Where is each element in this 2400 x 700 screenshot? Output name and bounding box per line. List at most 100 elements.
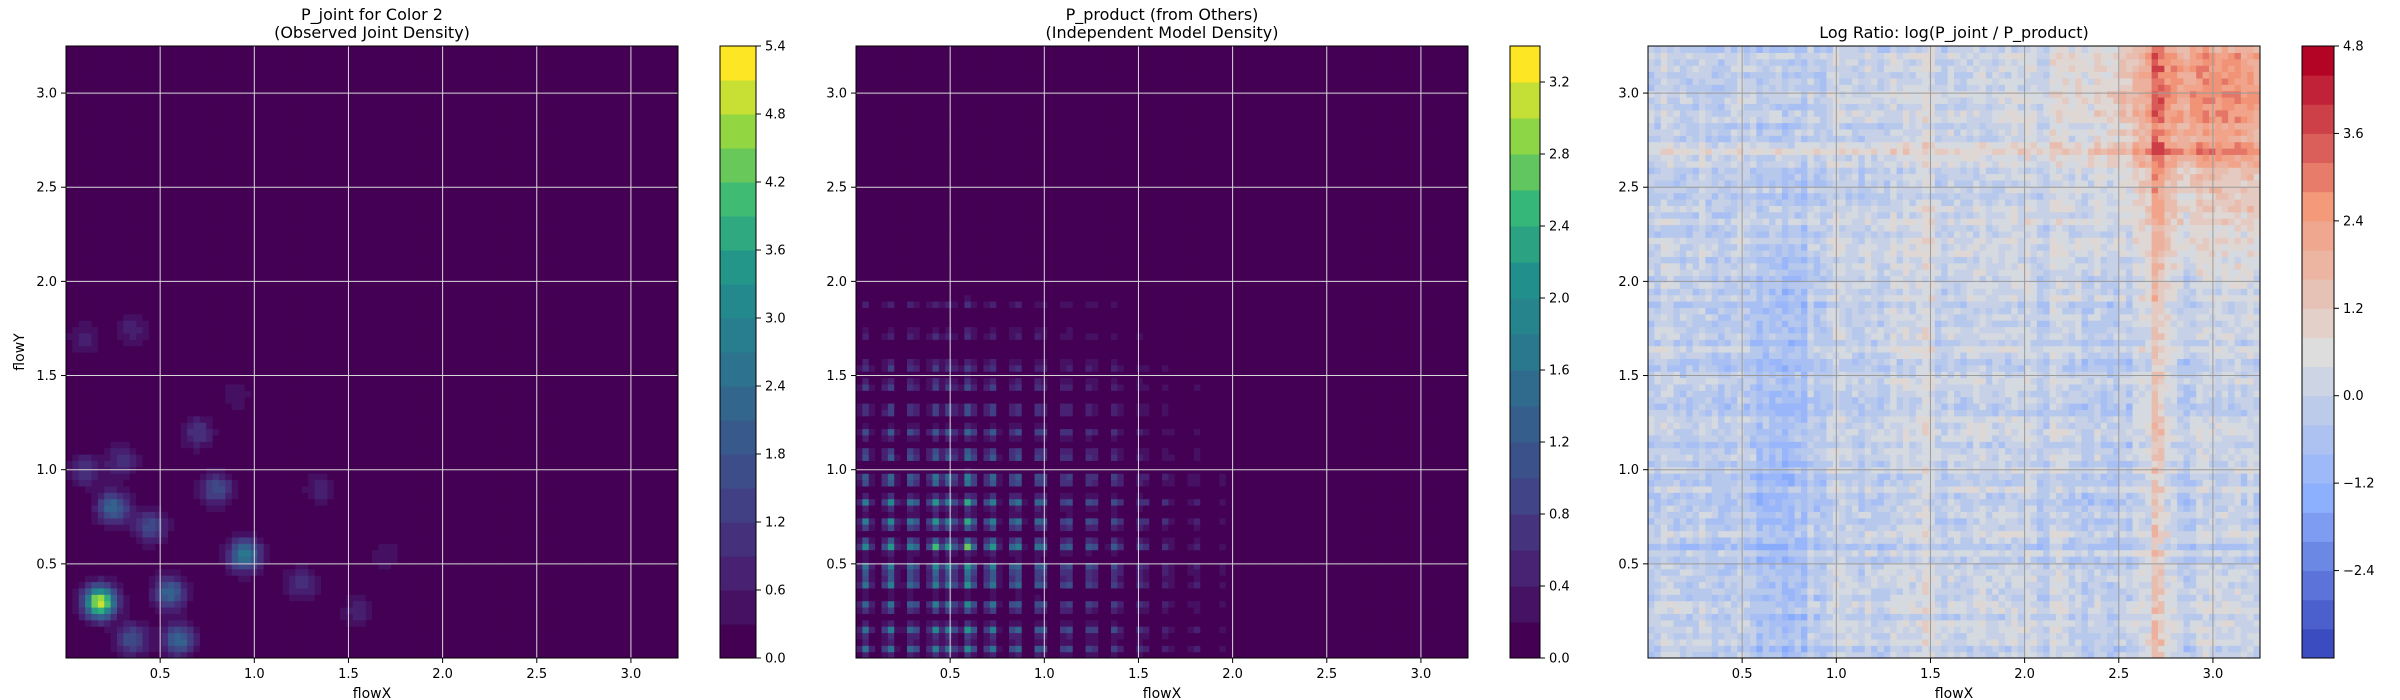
heatmap-cell <box>231 409 239 417</box>
heatmap-cell <box>225 562 233 570</box>
heatmap-cell <box>142 594 150 602</box>
heatmap-cell <box>384 326 392 334</box>
heatmap-cell <box>238 396 246 404</box>
heatmap-cell <box>314 269 322 277</box>
heatmap-cell <box>78 441 86 449</box>
heatmap-cell <box>276 409 284 417</box>
heatmap-cell <box>225 148 233 155</box>
heatmap-cell <box>384 307 392 315</box>
heatmap-cell <box>91 52 99 60</box>
heatmap-cell <box>193 396 201 404</box>
heatmap-cell <box>117 396 124 404</box>
heatmap-cell <box>384 218 392 226</box>
heatmap-cell <box>72 530 80 538</box>
heatmap-cell <box>263 211 271 219</box>
heatmap-cell <box>263 109 271 117</box>
heatmap-cell <box>276 371 284 379</box>
heatmap-cell <box>352 409 360 417</box>
heatmap-cell <box>110 224 118 232</box>
heatmap-cell <box>276 71 284 79</box>
heatmap-cell <box>295 651 303 658</box>
heatmap-cell <box>72 301 80 308</box>
heatmap-cell <box>276 224 284 232</box>
heatmap-cell <box>372 505 379 512</box>
heatmap-cell <box>97 645 105 653</box>
heatmap-cell <box>193 167 201 175</box>
heatmap-cell <box>276 524 284 532</box>
heatmap-cell <box>180 313 188 321</box>
heatmap-cell <box>104 135 112 143</box>
heatmap-cell <box>289 434 297 442</box>
heatmap-cell <box>333 332 341 340</box>
heatmap-cell <box>91 441 99 449</box>
heatmap-cell <box>282 109 290 117</box>
heatmap-cell <box>129 237 137 245</box>
heatmap-cell <box>231 607 239 614</box>
heatmap-cell <box>97 71 105 79</box>
heatmap-cell <box>136 122 144 130</box>
heatmap-cell <box>308 46 316 53</box>
heatmap-cell <box>333 403 341 410</box>
heatmap-cell <box>155 587 163 595</box>
heatmap-cell <box>244 122 252 130</box>
heatmap-cell <box>340 103 348 111</box>
heatmap-cell <box>365 148 373 155</box>
heatmap-cell <box>66 409 73 417</box>
heatmap-cell <box>129 358 137 366</box>
heatmap-cell <box>225 556 233 563</box>
heatmap-cell <box>372 167 379 175</box>
heatmap-cell <box>117 505 124 512</box>
heatmap-cell <box>365 294 373 302</box>
heatmap-cell <box>104 587 112 595</box>
heatmap-cell <box>136 179 144 187</box>
heatmap-cell <box>219 651 226 658</box>
heatmap-cell <box>384 116 392 124</box>
heatmap-cell <box>231 320 239 328</box>
heatmap-cell <box>161 428 169 436</box>
heatmap-cell <box>289 186 297 194</box>
heatmap-cell <box>372 377 379 385</box>
heatmap-cell <box>110 332 118 340</box>
heatmap-cell <box>352 77 360 85</box>
heatmap-cell <box>359 345 367 353</box>
heatmap-cell <box>180 466 188 474</box>
heatmap-cell <box>231 460 239 468</box>
heatmap-cell <box>168 52 175 60</box>
heatmap-cell <box>187 326 195 334</box>
heatmap-cell <box>66 543 73 551</box>
heatmap-cell <box>85 237 93 245</box>
heatmap-cell <box>282 607 290 614</box>
heatmap-cell <box>301 575 309 583</box>
heatmap-cell <box>180 148 188 155</box>
heatmap-cell <box>282 345 290 353</box>
heatmap-cell <box>123 97 131 104</box>
heatmap-cell <box>231 275 239 283</box>
heatmap-cell <box>391 492 399 500</box>
heatmap-cell <box>142 396 150 404</box>
heatmap-cell <box>301 135 309 143</box>
heatmap-cell <box>123 301 131 308</box>
heatmap-cell <box>199 122 207 130</box>
heatmap-cell <box>168 581 175 589</box>
heatmap-cell <box>180 52 188 60</box>
heatmap-cell <box>97 173 105 181</box>
heatmap-cell <box>97 396 105 404</box>
heatmap-cell <box>378 275 386 283</box>
heatmap-cell <box>308 638 316 646</box>
heatmap-cell <box>193 454 201 461</box>
heatmap-cell <box>104 556 112 563</box>
heatmap-cell <box>314 154 322 162</box>
heatmap-cell <box>378 237 386 245</box>
heatmap-cell <box>155 173 163 181</box>
heatmap-cell <box>212 218 220 226</box>
heatmap-cell <box>276 473 284 481</box>
heatmap-cell <box>97 371 105 379</box>
heatmap-cell <box>340 377 348 385</box>
heatmap-cell <box>91 632 99 640</box>
heatmap-cell <box>244 218 252 226</box>
heatmap-cell <box>142 97 150 104</box>
heatmap-cell <box>110 473 118 481</box>
heatmap-cell <box>301 269 309 277</box>
heatmap-cell <box>187 52 195 60</box>
heatmap-cell <box>206 154 214 162</box>
